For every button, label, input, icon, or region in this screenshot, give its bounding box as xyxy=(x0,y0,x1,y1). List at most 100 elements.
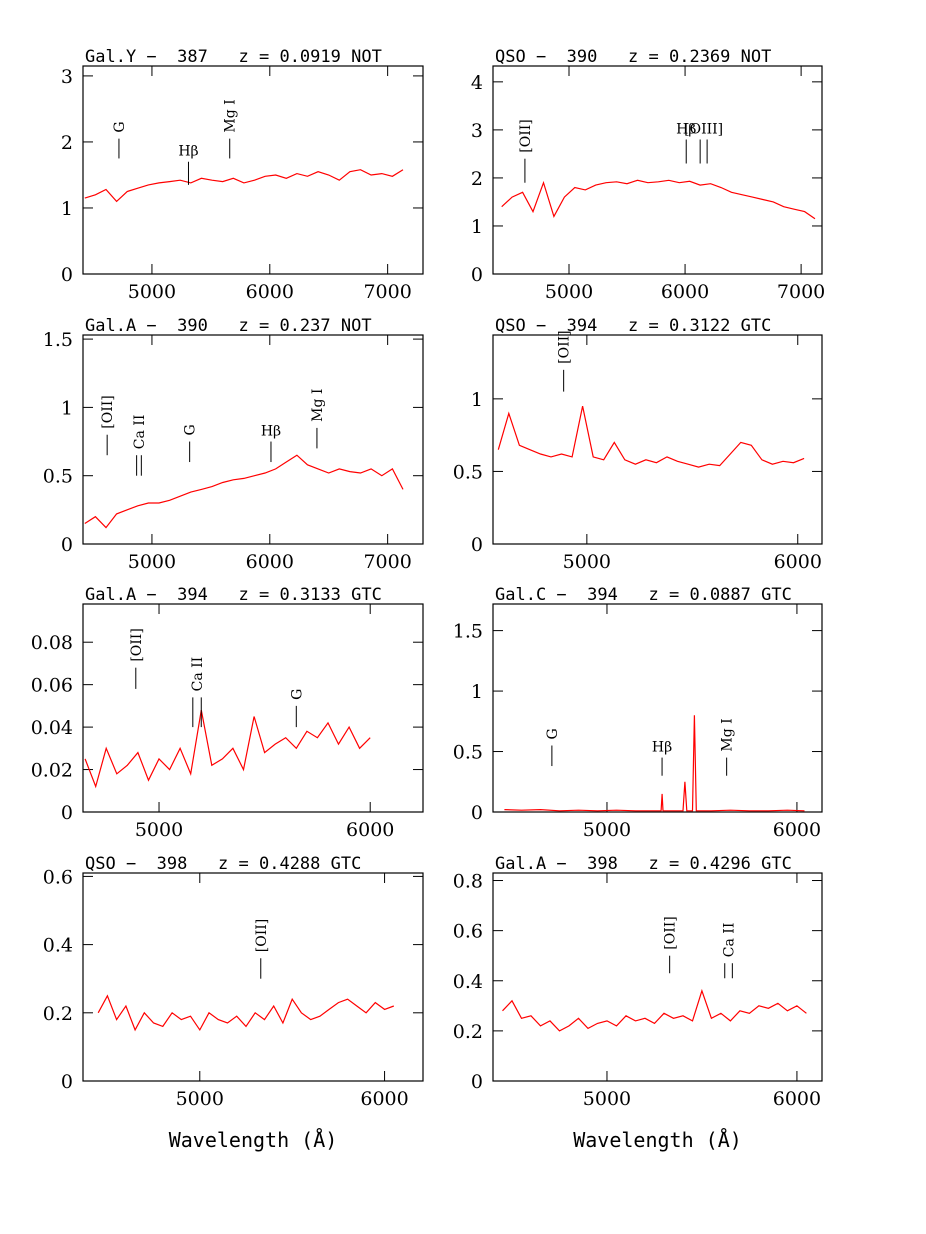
plot-frame xyxy=(82,603,424,813)
line-label: G xyxy=(289,689,305,700)
spectrum-line xyxy=(97,994,395,1032)
plot-frame xyxy=(82,334,424,545)
plot-frame xyxy=(82,872,424,1082)
spectrum-line xyxy=(84,709,371,789)
y-tick-label: 3 xyxy=(471,120,483,142)
y-tick-label: 0 xyxy=(61,534,73,556)
spectrum-line xyxy=(84,454,404,529)
line-label: G xyxy=(545,728,561,739)
y-tick-label: 0.4 xyxy=(453,971,483,993)
line-label: [OII] xyxy=(129,628,145,661)
x-tick-label: 5000 xyxy=(128,281,176,303)
y-tick-label: 1.5 xyxy=(43,329,73,351)
spectrum-line xyxy=(502,988,807,1032)
line-label: [OII] xyxy=(100,395,116,428)
line-label: Ca II xyxy=(190,657,206,692)
x-tick-label: 7000 xyxy=(363,551,411,573)
x-tick-label: 5000 xyxy=(128,551,176,573)
y-tick-label: 0 xyxy=(471,534,483,556)
line-label: [OII] xyxy=(518,119,534,152)
line-label: Hβ xyxy=(261,424,281,440)
y-tick-label: 1 xyxy=(61,397,73,419)
x-tick-label: 6000 xyxy=(774,551,822,573)
y-tick-label: 3 xyxy=(61,66,73,88)
line-label: Hβ xyxy=(652,740,672,756)
y-tick-label: 4 xyxy=(471,72,483,94)
line-label: [OIII] xyxy=(684,121,723,137)
y-tick-label: 0.04 xyxy=(31,717,73,739)
line-label: G xyxy=(112,121,128,132)
x-tick-label: 5000 xyxy=(583,819,631,841)
plot-frame xyxy=(492,65,823,275)
panel-title: QSO − 398 z = 0.4288 GTC xyxy=(85,854,361,874)
y-tick-label: 0.5 xyxy=(453,461,483,483)
y-tick-label: 0.2 xyxy=(453,1021,483,1043)
spectrum-line xyxy=(504,715,805,812)
y-tick-label: 0.08 xyxy=(31,632,73,654)
plot-frame xyxy=(492,872,823,1082)
spectrum-line xyxy=(84,169,404,203)
y-tick-label: 0.6 xyxy=(43,866,73,888)
x-axis-label: Wavelength (Å) xyxy=(169,1128,338,1152)
y-tick-label: 0 xyxy=(61,802,73,824)
y-tick-label: 2 xyxy=(471,168,483,190)
x-tick-label: 6000 xyxy=(346,819,394,841)
y-tick-label: 0.5 xyxy=(43,466,73,488)
y-tick-label: 0.8 xyxy=(453,871,483,893)
y-tick-label: 0.6 xyxy=(453,921,483,943)
y-tick-label: 0.5 xyxy=(453,742,483,764)
y-tick-label: 0.02 xyxy=(31,760,73,782)
x-tick-label: 5000 xyxy=(135,819,183,841)
line-label: G xyxy=(183,424,199,435)
spectrum-line xyxy=(497,405,805,468)
x-tick-label: 6000 xyxy=(661,281,709,303)
y-tick-label: 1 xyxy=(471,389,483,411)
y-tick-label: 1 xyxy=(471,216,483,238)
line-label: Ca II xyxy=(722,923,738,958)
y-tick-label: 0.4 xyxy=(43,935,73,957)
line-label: Ca II xyxy=(132,415,148,450)
plot-frame xyxy=(492,603,823,813)
x-tick-label: 6000 xyxy=(246,551,294,573)
x-tick-label: 5000 xyxy=(176,1088,224,1110)
line-label: Mg I xyxy=(223,99,239,132)
line-label: Hβ xyxy=(676,121,696,137)
panel-title: Gal.Y − 387 z = 0.0919 NOT xyxy=(85,47,382,67)
line-label: Hβ xyxy=(178,144,198,160)
y-tick-label: 0 xyxy=(61,1071,73,1093)
y-tick-label: 1 xyxy=(471,681,483,703)
y-tick-label: 1.5 xyxy=(453,621,483,643)
panel-title: Gal.A − 390 z = 0.237 NOT xyxy=(85,316,372,336)
y-tick-label: 0 xyxy=(61,264,73,286)
y-tick-label: 2 xyxy=(61,132,73,154)
plot-frame xyxy=(82,65,424,275)
panel-title: Gal.A − 398 z = 0.4296 GTC xyxy=(495,854,792,874)
x-axis-label: Wavelength (Å) xyxy=(573,1128,742,1152)
panel-title: Gal.A − 394 z = 0.3133 GTC xyxy=(85,585,382,605)
line-label: [OII] xyxy=(557,330,573,363)
x-tick-label: 6000 xyxy=(246,281,294,303)
panel-title: Gal.C − 394 z = 0.0887 GTC xyxy=(495,585,792,605)
x-tick-label: 7000 xyxy=(777,281,825,303)
y-tick-label: 1 xyxy=(61,198,73,220)
y-tick-label: 0 xyxy=(471,1071,483,1093)
x-tick-label: 5000 xyxy=(545,281,593,303)
x-tick-label: 5000 xyxy=(583,1088,631,1110)
line-label: Mg I xyxy=(720,718,736,751)
spectrum-line xyxy=(501,179,816,220)
y-tick-label: 0 xyxy=(471,264,483,286)
line-label: [OII] xyxy=(254,919,270,952)
y-tick-label: 0.06 xyxy=(31,675,73,697)
plot-frame xyxy=(492,334,823,545)
x-tick-label: 6000 xyxy=(360,1088,408,1110)
line-label: Mg I xyxy=(310,389,326,422)
panel-title: QSO − 394 z = 0.3122 GTC xyxy=(495,316,771,336)
panel-title: QSO − 390 z = 0.2369 NOT xyxy=(495,47,771,67)
x-tick-label: 7000 xyxy=(363,281,411,303)
y-tick-label: 0.2 xyxy=(43,1003,73,1025)
x-tick-label: 6000 xyxy=(773,819,821,841)
line-label: [OII] xyxy=(663,916,679,949)
x-tick-label: 6000 xyxy=(773,1088,821,1110)
y-tick-label: 0 xyxy=(471,802,483,824)
